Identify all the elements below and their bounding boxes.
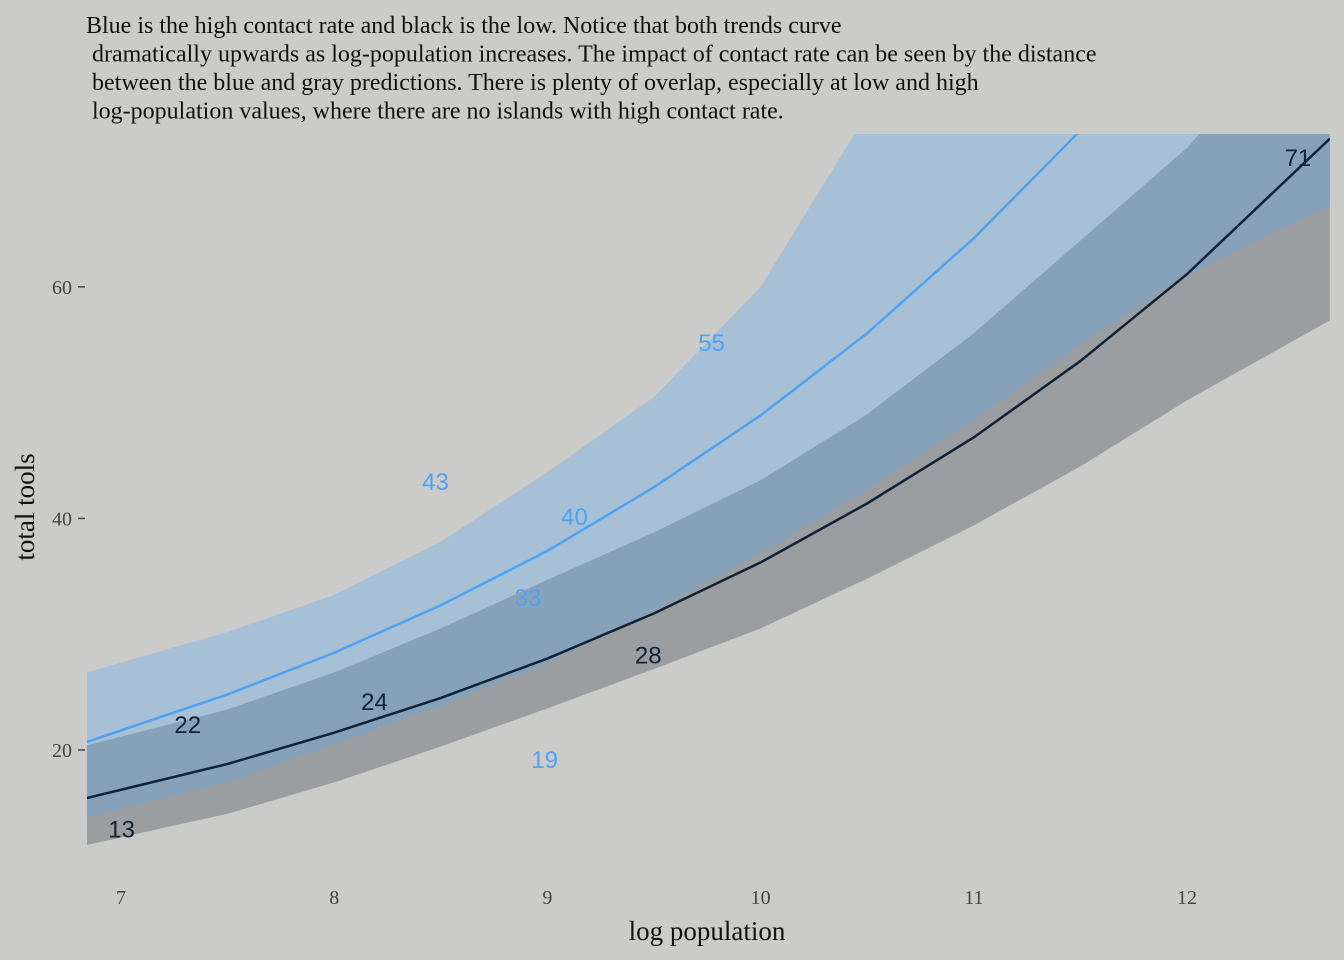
point-label: 28: [635, 643, 662, 670]
point-label: 19: [531, 747, 558, 774]
y-tick-label: 60: [52, 277, 72, 299]
y-axis-label: total tools: [10, 453, 40, 560]
caption-line: log-population values, where there are n…: [92, 99, 784, 125]
caption-line: between the blue and gray predictions. T…: [92, 70, 979, 96]
point-label: 24: [361, 689, 388, 716]
confidence-band: [86, 134, 1330, 845]
point-label: 71: [1285, 145, 1312, 172]
caption-line: dramatically upwards as log-population i…: [92, 42, 1097, 68]
x-tick-label: 9: [542, 887, 552, 909]
x-axis-label: log population: [629, 916, 786, 946]
point-label: 43: [422, 469, 449, 496]
x-tick-label: 7: [116, 887, 126, 909]
y-tick-label: 40: [52, 508, 72, 530]
y-tick-label: 20: [52, 740, 72, 762]
trend-line: [86, 137, 1330, 800]
x-tick-label: 10: [751, 887, 771, 909]
point-label: 55: [698, 330, 725, 357]
x-tick-label: 12: [1177, 887, 1197, 909]
point-label: 13: [108, 816, 135, 843]
point-label: 40: [561, 504, 588, 531]
confidence-band: [86, 134, 1330, 818]
point-label: 33: [515, 585, 542, 612]
plot-area: [86, 134, 1330, 845]
x-tick-label: 8: [329, 887, 339, 909]
point-label: 22: [174, 712, 201, 739]
caption-line: Blue is the high contact rate and black …: [86, 13, 842, 39]
x-tick-label: 11: [964, 887, 983, 909]
trend-line: [86, 134, 1079, 744]
